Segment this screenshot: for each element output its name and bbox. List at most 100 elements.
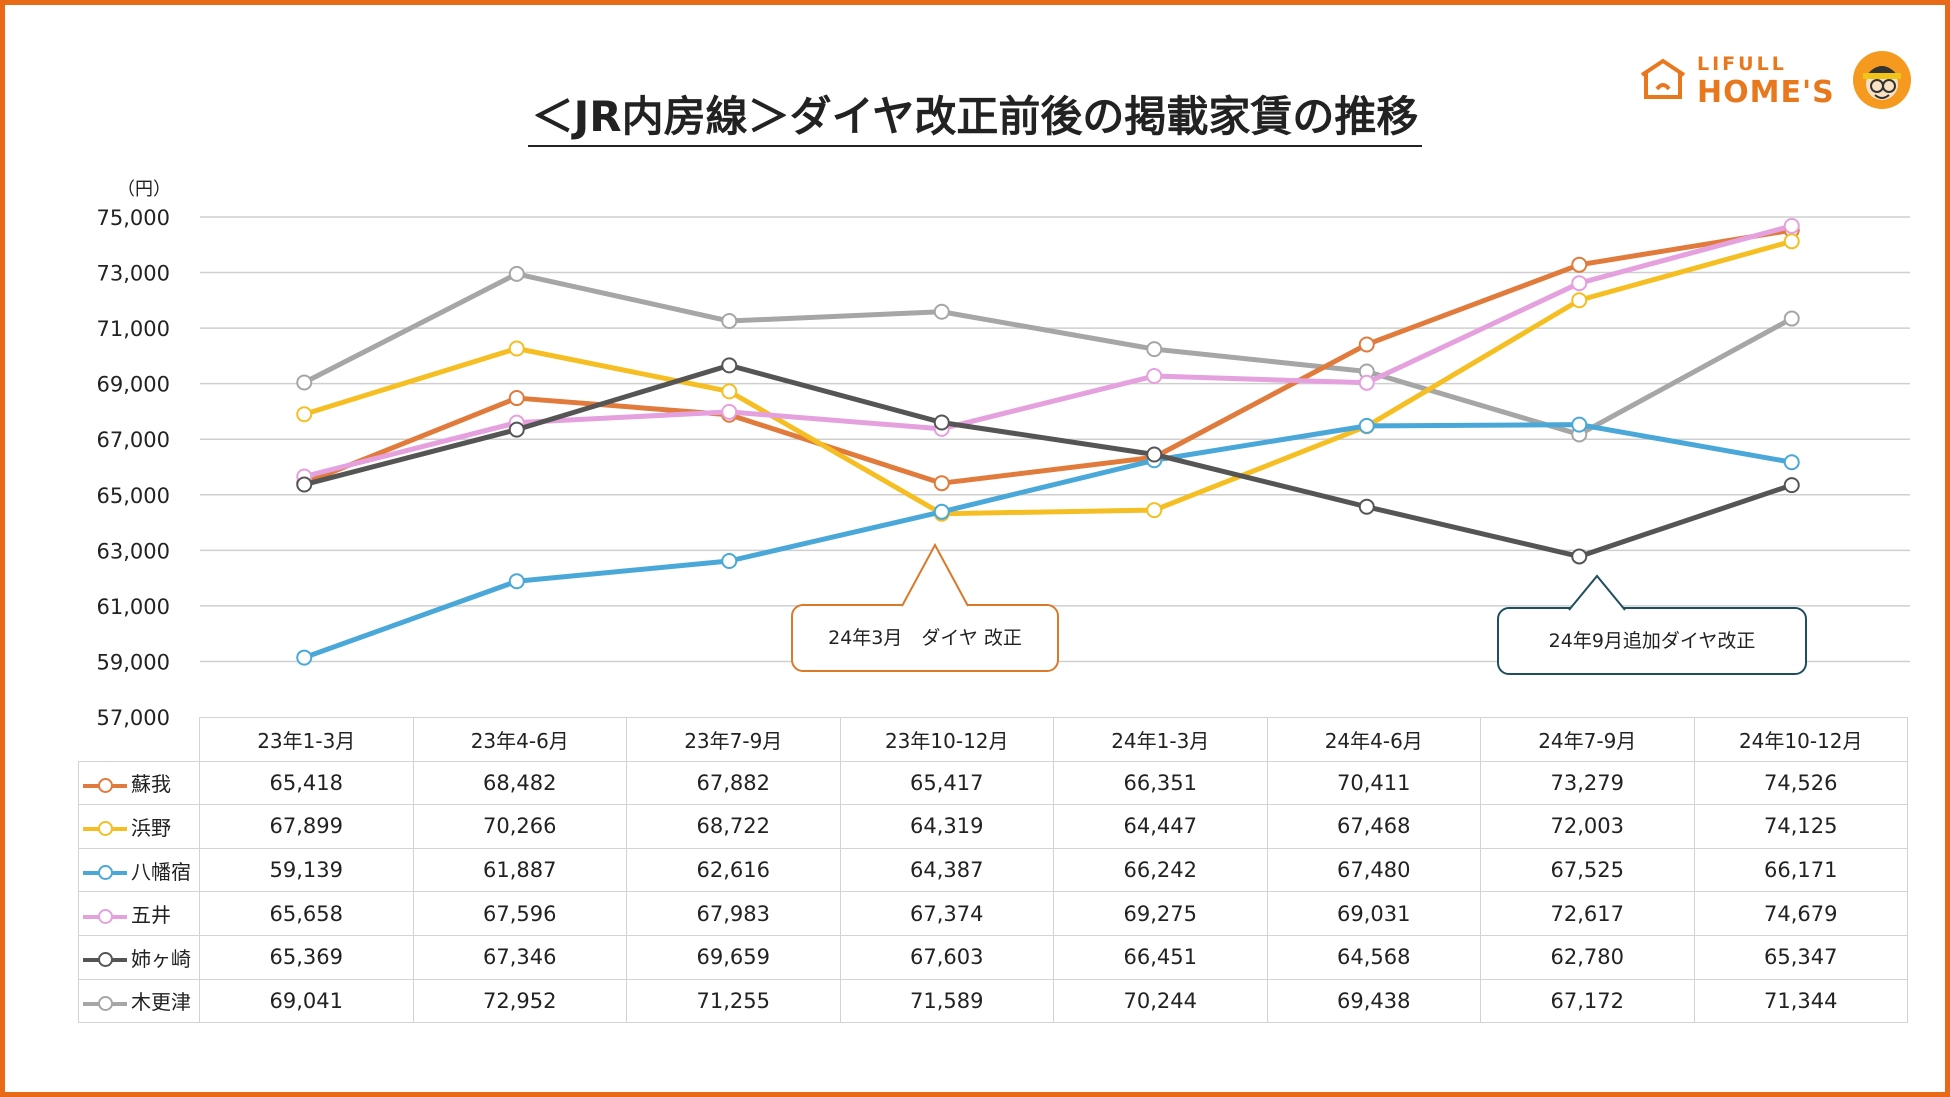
table-cell: 67,899 xyxy=(199,804,414,849)
data-point xyxy=(1358,498,1375,515)
table-cell: 67,603 xyxy=(839,934,1054,980)
legend-key-kisarazu xyxy=(83,995,127,1011)
slide: ＜JR内房線＞ダイヤ改正前後の掲載家賃の推移 LIFULL HOME'S 57,… xyxy=(5,5,1945,1092)
table-cell: 66,351 xyxy=(1053,760,1268,806)
column-header: 23年10-12月 xyxy=(839,717,1054,762)
table-cell: 74,526 xyxy=(1693,760,1908,806)
legend-key-soga xyxy=(83,777,127,793)
series-name: 五井 xyxy=(131,903,171,928)
column-header: 23年7-9月 xyxy=(626,717,841,762)
data-point xyxy=(1571,416,1588,433)
column-header: 24年4-6月 xyxy=(1266,717,1481,762)
table-row: 蘇我 65,418 68,482 67,882 65,417 66,351 70… xyxy=(78,760,1908,806)
table-row: 五井 65,658 67,596 67,983 67,374 69,275 69… xyxy=(78,891,1908,936)
table-cell: 72,952 xyxy=(412,978,627,1024)
data-point xyxy=(1783,217,1800,234)
table-cell: 67,374 xyxy=(839,891,1054,936)
table-cell: 70,411 xyxy=(1266,760,1481,806)
data-point xyxy=(1146,341,1163,358)
series-name: 姉ヶ崎 xyxy=(131,946,191,971)
row-label: 五井 xyxy=(78,891,200,936)
legend-key-anegasaki xyxy=(83,952,127,968)
series-line-4 xyxy=(303,362,1793,559)
data-point xyxy=(721,357,738,374)
series-name: 浜野 xyxy=(131,815,171,840)
table-row: 八幡宿 59,139 61,887 62,616 64,387 66,242 6… xyxy=(78,847,1908,893)
series-line-1 xyxy=(303,238,1793,517)
data-point xyxy=(1783,454,1800,471)
data-point xyxy=(508,265,525,282)
data-point xyxy=(1358,336,1375,353)
annotation-september-text: 24年9月追加ダイヤ改正 xyxy=(1548,630,1756,652)
annotation-march: 24年3月 ダイヤ 改正 xyxy=(791,604,1059,672)
table-cell: 59,139 xyxy=(199,847,414,893)
table-cell: 68,482 xyxy=(412,760,627,806)
y-tick-label: 63,000 xyxy=(97,539,170,563)
data-point xyxy=(1571,275,1588,292)
data-point xyxy=(1571,292,1588,309)
mascot-icon xyxy=(1853,51,1911,109)
data-point xyxy=(1783,477,1800,494)
annotation-september: 24年9月追加ダイヤ改正 xyxy=(1497,607,1807,675)
y-tick-label: 67,000 xyxy=(97,428,170,452)
table-cell: 69,031 xyxy=(1266,891,1481,936)
table-cell: 67,596 xyxy=(412,891,627,936)
table-cell: 70,244 xyxy=(1053,978,1268,1024)
table-cell: 69,659 xyxy=(626,934,841,980)
chart-title: ＜JR内房線＞ダイヤ改正前後の掲載家賃の推移 xyxy=(527,92,1423,147)
table-cell: 67,172 xyxy=(1480,978,1695,1024)
data-point xyxy=(1358,374,1375,391)
y-axis-label: （円） xyxy=(117,179,171,200)
table-cell: 67,468 xyxy=(1266,804,1481,849)
y-tick-label: 69,000 xyxy=(97,373,170,397)
chart-title-wrap: ＜JR内房線＞ダイヤ改正前後の掲載家賃の推移 xyxy=(5,83,1945,147)
table-cell: 67,882 xyxy=(626,760,841,806)
data-point xyxy=(933,503,950,520)
table-cell: 65,658 xyxy=(199,891,414,936)
table-row: 姉ヶ崎 65,369 67,346 69,659 67,603 66,451 6… xyxy=(78,934,1908,980)
y-tick-label: 71,000 xyxy=(97,317,170,341)
table-cell: 71,344 xyxy=(1693,978,1908,1024)
table-cell: 66,451 xyxy=(1053,934,1268,980)
table-cell: 74,679 xyxy=(1693,891,1908,936)
data-point xyxy=(721,403,738,420)
table-cell: 65,347 xyxy=(1693,934,1908,980)
legend-key-goi xyxy=(83,908,127,924)
table-cell: 67,346 xyxy=(412,934,627,980)
line-chart: 57,00059,00061,00063,00065,00067,00069,0… xyxy=(97,179,1910,730)
table-cell: 65,369 xyxy=(199,934,414,980)
house-icon xyxy=(1640,58,1686,99)
series-name: 蘇我 xyxy=(131,772,171,797)
table-cell: 64,387 xyxy=(839,847,1054,893)
column-header: 24年7-9月 xyxy=(1480,717,1695,762)
data-point xyxy=(1358,417,1375,434)
column-header: 24年1-3月 xyxy=(1053,717,1268,762)
table-row: 浜野 67,899 70,266 68,722 64,319 64,447 67… xyxy=(78,804,1908,849)
logo-text-lifull: LIFULL xyxy=(1697,53,1787,75)
series-line-0 xyxy=(303,227,1793,486)
table-cell: 71,255 xyxy=(626,978,841,1024)
table-cell: 66,242 xyxy=(1053,847,1268,893)
data-point xyxy=(933,475,950,492)
data-point xyxy=(933,303,950,320)
table-cell: 67,480 xyxy=(1266,847,1481,893)
annotation-march-pointer xyxy=(901,542,969,608)
row-label: 浜野 xyxy=(78,804,200,849)
table-cell: 73,279 xyxy=(1480,760,1695,806)
table-cell: 62,780 xyxy=(1480,934,1695,980)
data-point xyxy=(1146,368,1163,385)
table-cell: 64,447 xyxy=(1053,804,1268,849)
data-point xyxy=(1571,256,1588,273)
data-table: 23年1-3月 23年4-6月 23年7-9月 23年10-12月 24年1-3… xyxy=(78,717,1908,1024)
table-row: 木更津 69,041 72,952 71,255 71,589 70,244 6… xyxy=(78,978,1908,1024)
data-point xyxy=(1783,310,1800,327)
y-tick-label: 75,000 xyxy=(97,206,170,230)
legend-key-hamano xyxy=(83,821,127,837)
series-name: 八幡宿 xyxy=(131,859,191,884)
row-label: 木更津 xyxy=(78,978,200,1024)
y-tick-label: 61,000 xyxy=(97,595,170,619)
column-header: 24年10-12月 xyxy=(1693,717,1908,762)
row-label: 蘇我 xyxy=(78,760,200,806)
data-point xyxy=(721,553,738,569)
table-cell: 68,722 xyxy=(626,804,841,849)
